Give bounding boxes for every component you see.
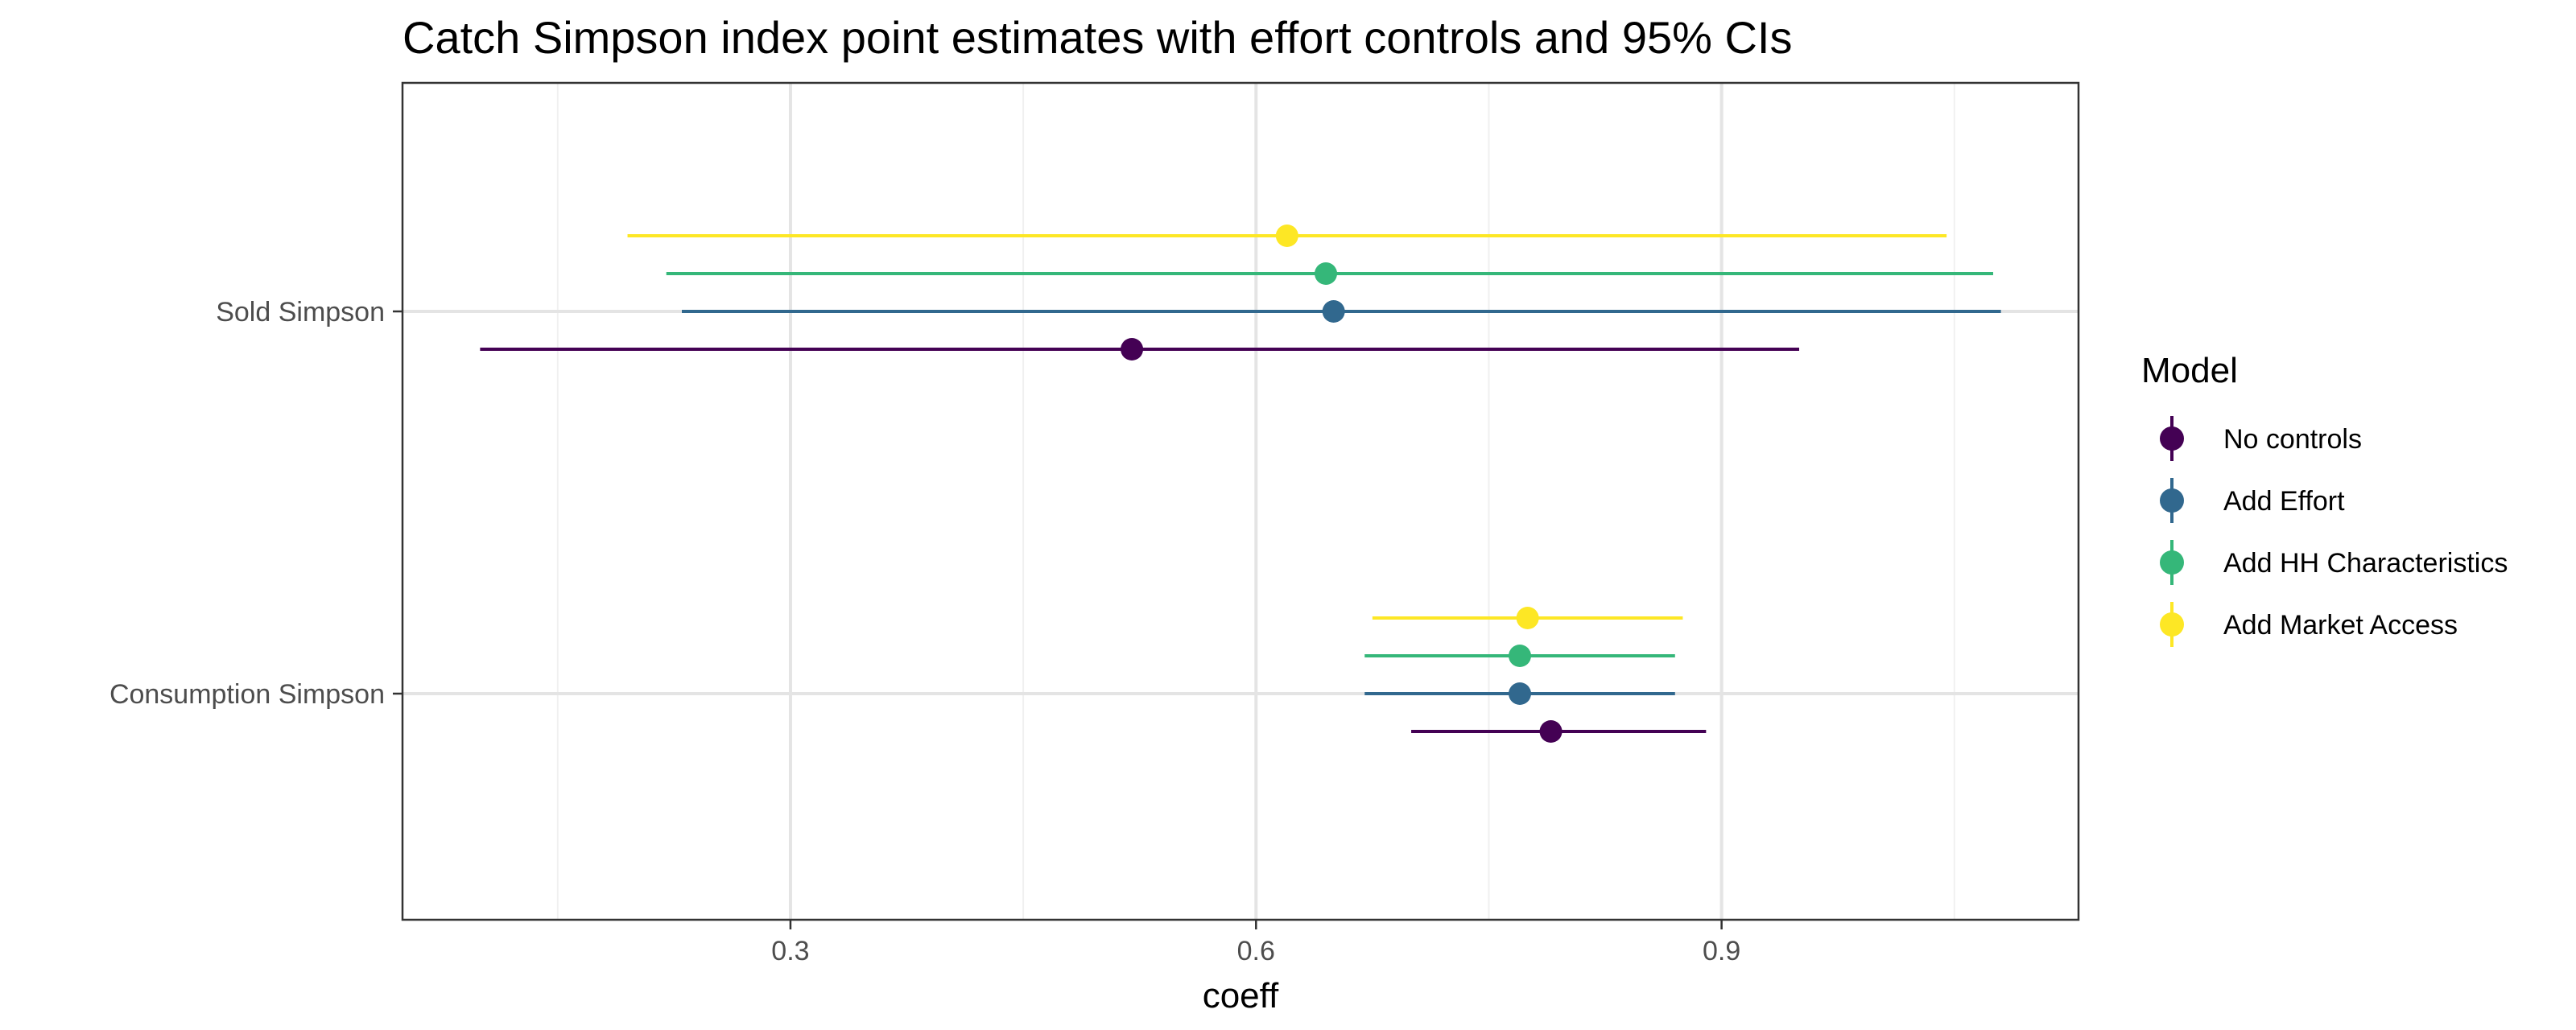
point-estimate — [1121, 338, 1144, 360]
legend-key-point — [2160, 488, 2184, 513]
legend: Model No controls Add Effort Add HH Charac… — [2141, 351, 2508, 647]
legend-title: Model — [2141, 351, 2238, 390]
grid — [402, 83, 2079, 920]
x-axis-title: coeff — [1203, 976, 1279, 1016]
point-estimate — [1275, 225, 1298, 247]
y-tick-label: Sold Simpson — [216, 297, 385, 328]
point-estimate — [1322, 300, 1345, 323]
legend-key-point — [2160, 426, 2184, 451]
legend-label: Add HH Characteristics — [2223, 548, 2508, 579]
point-estimate — [1539, 720, 1563, 743]
legend-key-point — [2160, 612, 2184, 637]
x-tick-label: 0.9 — [1703, 936, 1740, 966]
panel-border — [401, 81, 2080, 921]
y-tick-label: Consumption Simpson — [109, 679, 385, 710]
x-tick-label: 0.3 — [771, 936, 809, 966]
data-layer — [480, 225, 2001, 743]
point-estimate — [1509, 682, 1531, 705]
point-estimate — [1509, 645, 1531, 667]
chart-title: Catch Simpson index point estimates with… — [402, 12, 1792, 63]
legend-key-point — [2160, 550, 2184, 575]
point-estimate — [1315, 262, 1338, 285]
legend-label: Add Effort — [2223, 486, 2345, 517]
legend-label: Add Market Access — [2223, 610, 2458, 641]
point-estimate — [1516, 607, 1539, 629]
legend-label: No controls — [2223, 424, 2362, 455]
axes: 0.3 0.6 0.9 Sold Simpson Consumption Simpson — [109, 297, 1740, 966]
x-tick-label: 0.6 — [1237, 936, 1275, 966]
